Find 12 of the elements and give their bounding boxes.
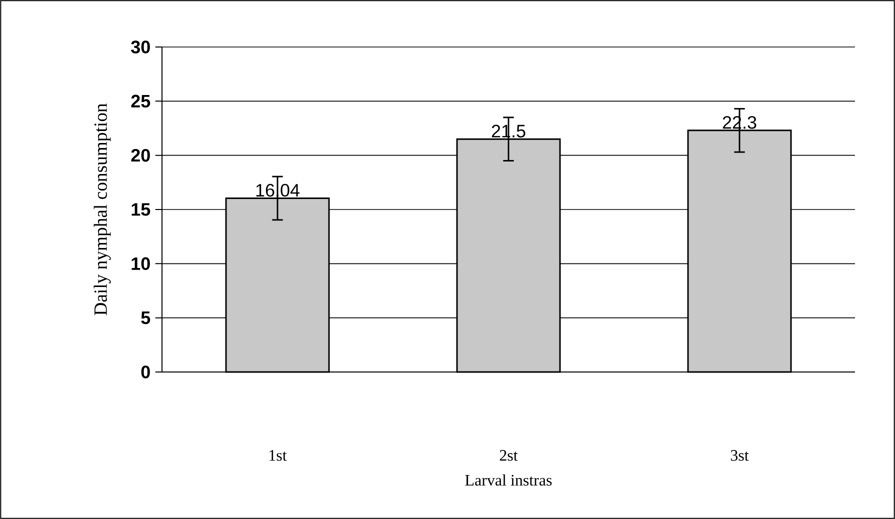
y-tick-label: 10	[132, 257, 150, 270]
x-tick-label: 1st	[270, 450, 287, 461]
y-axis-title: Daily nymphal consumption	[94, 103, 111, 316]
y-tick-label: 15	[132, 203, 150, 216]
x-tick-label: 2st	[500, 450, 518, 461]
y-tick-label: 0	[141, 366, 150, 378]
y-tick-label: 25	[131, 94, 150, 108]
x-axis-title: Larval instras	[465, 474, 552, 486]
y-tick-label: 30	[131, 40, 150, 54]
y-tick-label: 5	[141, 312, 150, 324]
x-tick-label: 3st	[730, 450, 749, 461]
y-tick-label: 20	[131, 148, 150, 162]
